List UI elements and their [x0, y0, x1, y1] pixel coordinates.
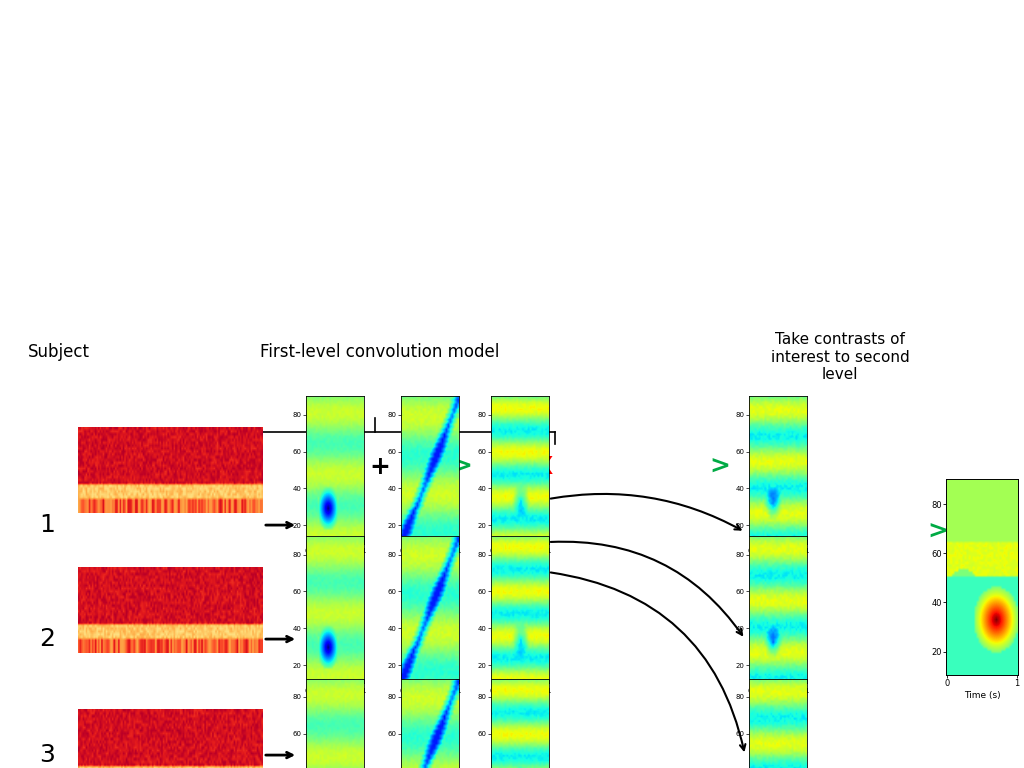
Text: >: > — [452, 455, 472, 479]
Text: 1: 1 — [39, 513, 55, 537]
Text: Subject: Subject — [28, 343, 90, 361]
Text: X: X — [534, 455, 553, 479]
Text: >: > — [710, 455, 730, 479]
Text: Take contrasts of
interest to second
level: Take contrasts of interest to second lev… — [771, 333, 909, 382]
Text: 2: 2 — [39, 627, 55, 651]
Text: 3: 3 — [39, 743, 55, 767]
Text: +: + — [370, 455, 390, 479]
X-axis label: Time (s): Time (s) — [964, 690, 1000, 700]
Text: First-level convolution model: First-level convolution model — [260, 343, 500, 361]
Text: Heirarchical model analysis: Heirarchical model analysis — [51, 67, 663, 110]
Text: >: > — [928, 520, 948, 544]
